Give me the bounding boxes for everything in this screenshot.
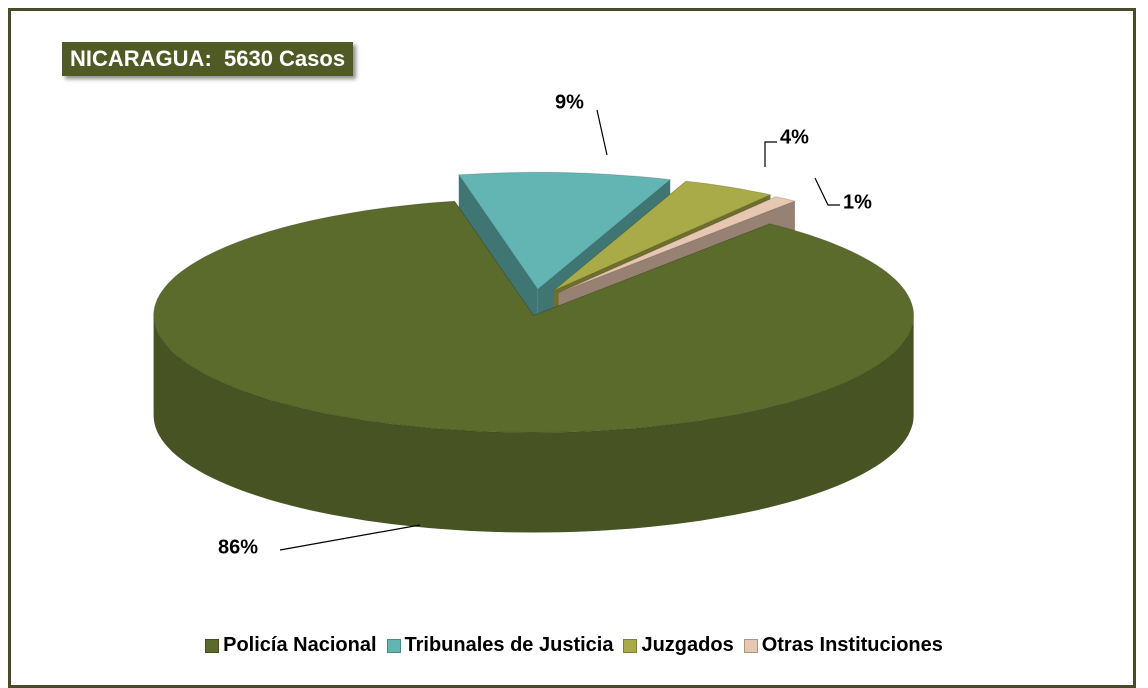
legend-item: Tribunales de Justicia	[386, 634, 614, 657]
data-label: 1%	[843, 191, 872, 213]
chart-title: NICARAGUA: 5630 Casos	[62, 42, 354, 76]
legend-swatch	[205, 638, 220, 653]
leader-line	[596, 109, 608, 156]
slice	[553, 180, 773, 292]
legend-label: Juzgados	[641, 634, 734, 656]
legend-label: Tribunales de Justicia	[404, 634, 614, 656]
legend-item: Policía Nacional	[205, 634, 377, 657]
leader-line	[764, 141, 777, 167]
slice	[153, 200, 915, 434]
legend-swatch	[386, 638, 401, 653]
legend-item: Otras Instituciones	[743, 634, 943, 657]
legend-item: Juzgados	[623, 634, 734, 657]
data-label: 4%	[780, 126, 809, 148]
leader-line	[279, 524, 421, 551]
data-label: 9%	[555, 91, 584, 113]
slice	[457, 171, 672, 291]
slice	[558, 196, 797, 294]
leader-line	[814, 177, 840, 206]
legend: Policía Nacional Tribunales de Justicia Ju…	[0, 634, 1148, 657]
data-label: 86%	[218, 536, 258, 558]
legend-label: Policía Nacional	[223, 634, 377, 656]
legend-swatch	[623, 638, 638, 653]
legend-swatch	[743, 638, 758, 653]
slice-shade	[153, 315, 914, 533]
legend-label: Otras Instituciones	[761, 634, 943, 656]
slice-side	[153, 315, 914, 533]
